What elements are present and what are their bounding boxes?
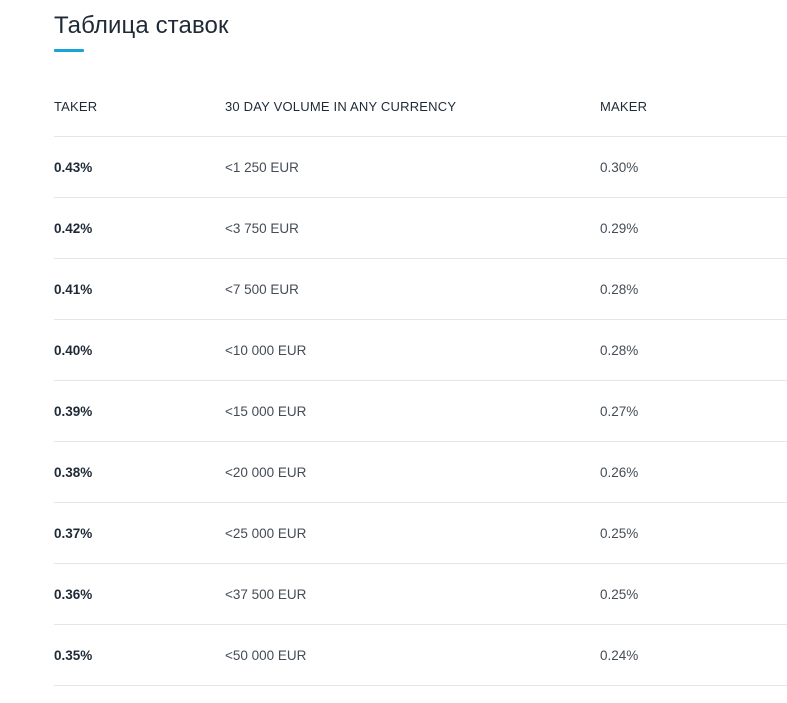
maker-cell: 0.30%	[600, 159, 639, 175]
fee-table: TAKER 30 DAY VOLUME IN ANY CURRENCY MAKE…	[54, 76, 787, 686]
maker-cell: 0.28%	[600, 281, 639, 297]
table-row: 0.43% <1 250 EUR 0.30%	[54, 137, 787, 198]
maker-cell: 0.25%	[600, 525, 639, 541]
page-title: Таблица ставок	[54, 12, 229, 39]
table-row: 0.35% <50 000 EUR 0.24%	[54, 625, 787, 686]
maker-cell: 0.27%	[600, 403, 639, 419]
table-header-row: TAKER 30 DAY VOLUME IN ANY CURRENCY MAKE…	[54, 76, 787, 137]
volume-cell: <10 000 EUR	[225, 342, 307, 358]
volume-cell: <3 750 EUR	[225, 220, 299, 236]
volume-cell: <25 000 EUR	[225, 525, 307, 541]
maker-cell: 0.25%	[600, 586, 639, 602]
table-row: 0.41% <7 500 EUR 0.28%	[54, 259, 787, 320]
taker-cell: 0.37%	[54, 525, 93, 541]
maker-cell: 0.28%	[600, 342, 639, 358]
table-row: 0.38% <20 000 EUR 0.26%	[54, 442, 787, 503]
maker-cell: 0.29%	[600, 220, 639, 236]
taker-cell: 0.42%	[54, 220, 93, 236]
volume-cell: <20 000 EUR	[225, 464, 307, 480]
volume-cell: <1 250 EUR	[225, 159, 299, 175]
header-taker: TAKER	[54, 98, 98, 114]
header-maker: MAKER	[600, 98, 648, 114]
taker-cell: 0.38%	[54, 464, 93, 480]
table-row: 0.37% <25 000 EUR 0.25%	[54, 503, 787, 564]
taker-cell: 0.40%	[54, 342, 93, 358]
table-row: 0.42% <3 750 EUR 0.29%	[54, 198, 787, 259]
header-volume: 30 DAY VOLUME IN ANY CURRENCY	[225, 98, 457, 114]
taker-cell: 0.41%	[54, 281, 93, 297]
taker-cell: 0.36%	[54, 586, 93, 602]
table-row: 0.36% <37 500 EUR 0.25%	[54, 564, 787, 625]
volume-cell: <7 500 EUR	[225, 281, 299, 297]
title-underline	[54, 49, 84, 52]
maker-cell: 0.26%	[600, 464, 639, 480]
volume-cell: <15 000 EUR	[225, 403, 307, 419]
taker-cell: 0.39%	[54, 403, 93, 419]
taker-cell: 0.43%	[54, 159, 93, 175]
volume-cell: <50 000 EUR	[225, 647, 307, 663]
maker-cell: 0.24%	[600, 647, 639, 663]
table-row: 0.40% <10 000 EUR 0.28%	[54, 320, 787, 381]
taker-cell: 0.35%	[54, 647, 93, 663]
volume-cell: <37 500 EUR	[225, 586, 307, 602]
table-row: 0.39% <15 000 EUR 0.27%	[54, 381, 787, 442]
